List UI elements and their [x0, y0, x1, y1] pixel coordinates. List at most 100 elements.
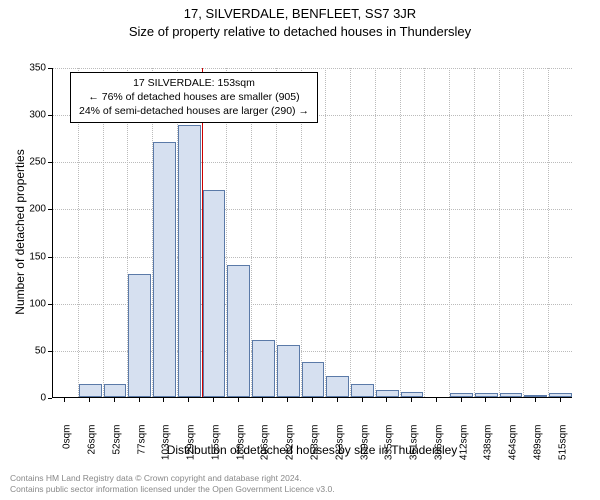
y-tick-label: 100 [12, 298, 52, 309]
x-tick-mark [188, 398, 189, 402]
x-tick-label: 206sqm [260, 425, 271, 470]
x-tick-label: 232sqm [285, 425, 296, 470]
x-tick-mark [411, 398, 412, 402]
y-tick-label: 50 [12, 345, 52, 356]
histogram-bar [153, 142, 176, 397]
x-tick-label: 489sqm [532, 425, 543, 470]
y-tick-mark [48, 115, 52, 116]
x-tick-label: 26sqm [87, 425, 98, 470]
gridline-v [548, 68, 549, 397]
gridline-v [424, 68, 425, 397]
histogram-bar [326, 376, 349, 397]
histogram-bar [475, 393, 498, 397]
x-tick-label: 515sqm [557, 425, 568, 470]
footer-attribution: Contains HM Land Registry data © Crown c… [10, 473, 590, 495]
y-tick-mark [48, 209, 52, 210]
histogram-bar [227, 265, 250, 397]
x-tick-mark [312, 398, 313, 402]
y-tick-mark [48, 68, 52, 69]
x-tick-mark [362, 398, 363, 402]
y-tick-label: 250 [12, 157, 52, 168]
histogram-bar [524, 395, 547, 397]
x-tick-label: 438sqm [483, 425, 494, 470]
x-tick-label: 361sqm [409, 425, 420, 470]
x-tick-mark [436, 398, 437, 402]
y-tick-mark [48, 162, 52, 163]
histogram-bar [128, 274, 151, 397]
x-tick-mark [461, 398, 462, 402]
gridline-v [523, 68, 524, 397]
y-tick-label: 200 [12, 204, 52, 215]
x-tick-mark [262, 398, 263, 402]
histogram-bar [376, 390, 399, 397]
x-tick-mark [510, 398, 511, 402]
x-tick-label: 77sqm [136, 425, 147, 470]
x-tick-label: 283sqm [334, 425, 345, 470]
histogram-bar [277, 345, 300, 397]
y-axis-label: Number of detached properties [13, 142, 27, 322]
y-tick-label: 350 [12, 63, 52, 74]
y-tick-mark [48, 304, 52, 305]
x-tick-mark [535, 398, 536, 402]
x-tick-mark [64, 398, 65, 402]
gridline-v [449, 68, 450, 397]
x-tick-mark [89, 398, 90, 402]
y-tick-mark [48, 257, 52, 258]
x-tick-label: 335sqm [384, 425, 395, 470]
x-tick-mark [139, 398, 140, 402]
x-tick-label: 412sqm [458, 425, 469, 470]
histogram-bar [450, 393, 473, 397]
x-tick-mark [560, 398, 561, 402]
x-tick-mark [386, 398, 387, 402]
histogram-bar [351, 384, 374, 397]
y-tick-label: 150 [12, 251, 52, 262]
x-tick-mark [213, 398, 214, 402]
x-tick-label: 155sqm [210, 425, 221, 470]
annotation-box: 17 SILVERDALE: 153sqm ← 76% of detached … [70, 72, 318, 123]
x-tick-mark [485, 398, 486, 402]
chart-subtitle: Size of property relative to detached ho… [0, 24, 600, 39]
gridline-h [53, 257, 572, 258]
x-tick-label: 386sqm [433, 425, 444, 470]
gridline-v [474, 68, 475, 397]
x-tick-label: 464sqm [508, 425, 519, 470]
x-tick-label: 103sqm [161, 425, 172, 470]
footer-line-1: Contains HM Land Registry data © Crown c… [10, 473, 590, 484]
histogram-bar [500, 393, 523, 397]
x-tick-label: 52sqm [111, 425, 122, 470]
footer-line-2: Contains public sector information licen… [10, 484, 590, 495]
x-tick-mark [287, 398, 288, 402]
x-tick-label: 309sqm [359, 425, 370, 470]
gridline-v [400, 68, 401, 397]
histogram-bar [549, 393, 572, 397]
histogram-bar [178, 125, 201, 397]
histogram-bar [302, 362, 325, 397]
x-tick-mark [337, 398, 338, 402]
annotation-line-1: 17 SILVERDALE: 153sqm [79, 76, 309, 90]
histogram-bar [79, 384, 102, 397]
address-title: 17, SILVERDALE, BENFLEET, SS7 3JR [0, 6, 600, 21]
histogram-bar [252, 340, 275, 397]
x-tick-mark [238, 398, 239, 402]
annotation-line-3: 24% of semi-detached houses are larger (… [79, 104, 309, 118]
gridline-h [53, 68, 572, 69]
x-tick-mark [114, 398, 115, 402]
gridline-h [53, 209, 572, 210]
x-tick-label: 180sqm [235, 425, 246, 470]
histogram-bar [401, 392, 424, 397]
x-tick-label: 0sqm [62, 425, 73, 470]
x-tick-label: 129sqm [186, 425, 197, 470]
x-tick-mark [163, 398, 164, 402]
gridline-v [375, 68, 376, 397]
histogram-bar [104, 384, 127, 397]
annotation-line-2: ← 76% of detached houses are smaller (90… [79, 90, 309, 104]
gridline-v [350, 68, 351, 397]
y-tick-mark [48, 351, 52, 352]
y-tick-label: 0 [12, 393, 52, 404]
gridline-v [499, 68, 500, 397]
y-tick-mark [48, 398, 52, 399]
x-tick-label: 258sqm [310, 425, 321, 470]
y-tick-label: 300 [12, 110, 52, 121]
gridline-v [325, 68, 326, 397]
histogram-bar [203, 190, 226, 397]
